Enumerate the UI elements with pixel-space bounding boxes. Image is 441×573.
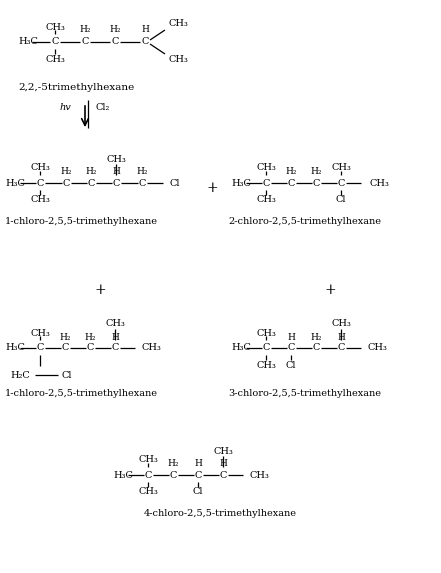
Text: C: C bbox=[262, 179, 270, 187]
Text: H₂: H₂ bbox=[167, 460, 179, 469]
Text: H: H bbox=[112, 167, 120, 176]
Text: C: C bbox=[138, 179, 146, 187]
Text: CH₃: CH₃ bbox=[45, 22, 65, 32]
Text: C: C bbox=[288, 179, 295, 187]
Text: H₂: H₂ bbox=[136, 167, 148, 176]
Text: C: C bbox=[262, 343, 270, 352]
Text: C: C bbox=[86, 343, 93, 352]
Text: H₂: H₂ bbox=[109, 26, 121, 34]
Text: CH₃: CH₃ bbox=[250, 470, 270, 480]
Text: CH₃: CH₃ bbox=[168, 19, 188, 29]
Text: C: C bbox=[144, 470, 152, 480]
Text: H₂: H₂ bbox=[85, 167, 97, 176]
Text: C: C bbox=[194, 470, 202, 480]
Text: CH₃: CH₃ bbox=[256, 195, 276, 205]
Text: CH₃: CH₃ bbox=[256, 360, 276, 370]
Text: H: H bbox=[219, 460, 227, 469]
Text: CH₃: CH₃ bbox=[368, 343, 388, 352]
Text: C: C bbox=[312, 179, 320, 187]
Text: CH₃: CH₃ bbox=[256, 163, 276, 172]
Text: C: C bbox=[312, 343, 320, 352]
Text: C: C bbox=[111, 37, 119, 46]
Text: 2,2,-5trimethylhexane: 2,2,-5trimethylhexane bbox=[18, 84, 134, 92]
Text: H₂: H₂ bbox=[79, 26, 91, 34]
Text: CH₃: CH₃ bbox=[45, 54, 65, 64]
Text: H₃C: H₃C bbox=[231, 343, 251, 352]
Text: C: C bbox=[141, 37, 149, 46]
Text: H₃C: H₃C bbox=[5, 179, 25, 187]
Text: CH₃: CH₃ bbox=[30, 328, 50, 337]
Text: 4-chloro-2,5,5-trimethylhexane: 4-chloro-2,5,5-trimethylhexane bbox=[143, 508, 296, 517]
Text: +: + bbox=[94, 283, 106, 297]
Text: +: + bbox=[324, 283, 336, 297]
Text: C: C bbox=[219, 470, 227, 480]
Text: Cl: Cl bbox=[286, 360, 296, 370]
Text: C: C bbox=[87, 179, 95, 187]
Text: C: C bbox=[36, 343, 44, 352]
Text: CH₃: CH₃ bbox=[138, 456, 158, 465]
Text: Cl: Cl bbox=[62, 371, 72, 379]
Text: H₃C: H₃C bbox=[231, 179, 251, 187]
Text: H: H bbox=[111, 332, 119, 342]
Text: H: H bbox=[287, 332, 295, 342]
Text: 2-chloro-2,5,5-trimethylhexane: 2-chloro-2,5,5-trimethylhexane bbox=[228, 217, 381, 226]
Text: Cl: Cl bbox=[193, 488, 203, 496]
Text: Cl: Cl bbox=[336, 195, 346, 205]
Text: H₃C: H₃C bbox=[113, 470, 133, 480]
Text: C: C bbox=[337, 343, 345, 352]
Text: H₃C: H₃C bbox=[18, 37, 38, 46]
Text: CH₃: CH₃ bbox=[106, 155, 126, 163]
Text: CH₃: CH₃ bbox=[331, 163, 351, 172]
Text: 1-chloro-2,5,5-trimethylhexane: 1-chloro-2,5,5-trimethylhexane bbox=[5, 388, 158, 398]
Text: 3-chloro-2,5,5-trimethylhexane: 3-chloro-2,5,5-trimethylhexane bbox=[228, 388, 381, 398]
Text: CH₃: CH₃ bbox=[331, 320, 351, 328]
Text: H₂C: H₂C bbox=[10, 371, 30, 379]
Text: hv: hv bbox=[59, 103, 71, 112]
Text: H₂: H₂ bbox=[59, 332, 71, 342]
Text: C: C bbox=[112, 179, 120, 187]
Text: C: C bbox=[111, 343, 119, 352]
Text: CH₃: CH₃ bbox=[369, 179, 389, 187]
Text: C: C bbox=[51, 37, 59, 46]
Text: H₂: H₂ bbox=[84, 332, 96, 342]
Text: H: H bbox=[141, 26, 149, 34]
Text: H: H bbox=[337, 332, 345, 342]
Text: Cl: Cl bbox=[170, 179, 180, 187]
Text: C: C bbox=[81, 37, 89, 46]
Text: +: + bbox=[206, 181, 218, 195]
Text: C: C bbox=[169, 470, 177, 480]
Text: H₃C: H₃C bbox=[5, 343, 25, 352]
Text: CH₃: CH₃ bbox=[213, 446, 233, 456]
Text: Cl₂: Cl₂ bbox=[95, 103, 109, 112]
Text: H: H bbox=[194, 460, 202, 469]
Text: C: C bbox=[288, 343, 295, 352]
Text: H₂: H₂ bbox=[310, 167, 322, 176]
Text: CH₃: CH₃ bbox=[138, 488, 158, 496]
Text: CH₃: CH₃ bbox=[30, 163, 50, 172]
Text: H₂: H₂ bbox=[60, 167, 72, 176]
Text: C: C bbox=[337, 179, 345, 187]
Text: H₂: H₂ bbox=[285, 167, 297, 176]
Text: CH₃: CH₃ bbox=[105, 320, 125, 328]
Text: H₂: H₂ bbox=[310, 332, 322, 342]
Text: CH₃: CH₃ bbox=[256, 328, 276, 337]
Text: CH₃: CH₃ bbox=[142, 343, 162, 352]
Text: CH₃: CH₃ bbox=[168, 56, 188, 65]
Text: C: C bbox=[61, 343, 69, 352]
Text: CH₃: CH₃ bbox=[30, 195, 50, 205]
Text: C: C bbox=[62, 179, 70, 187]
Text: C: C bbox=[36, 179, 44, 187]
Text: 1-chloro-2,5,5-trimethylhexane: 1-chloro-2,5,5-trimethylhexane bbox=[5, 217, 158, 226]
